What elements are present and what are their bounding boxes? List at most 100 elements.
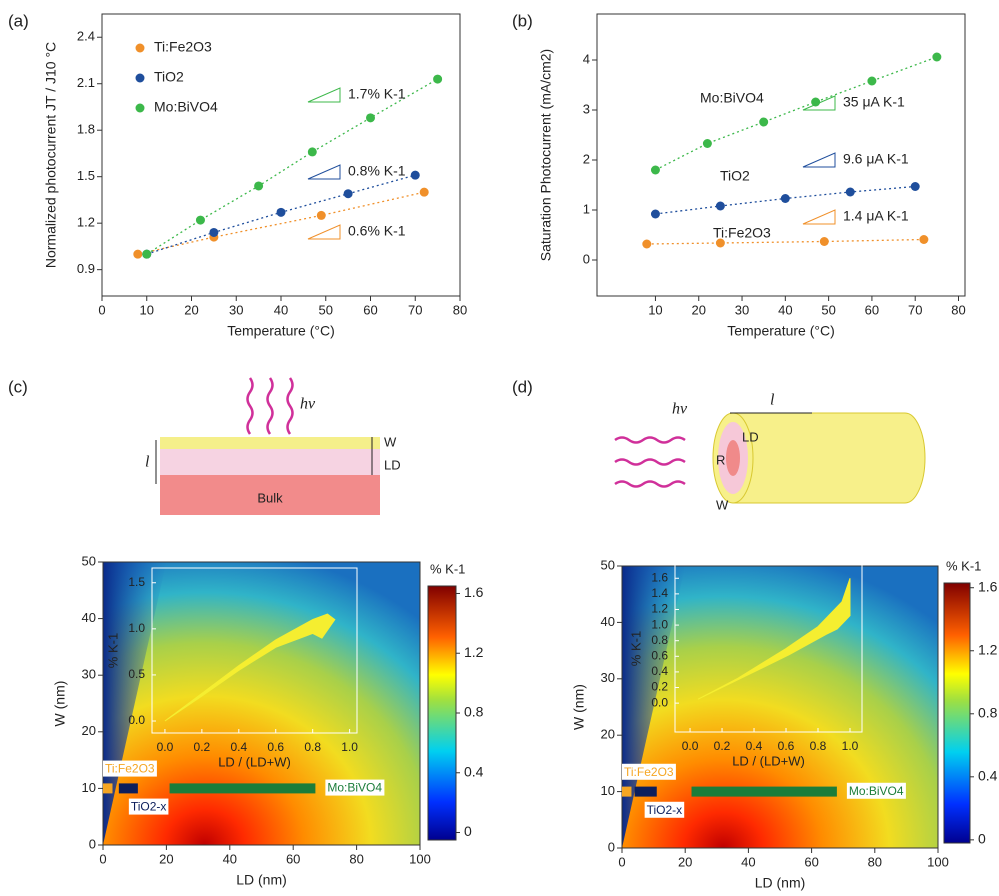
point — [142, 249, 152, 259]
y-tick-label: 0.2 — [651, 680, 668, 694]
y-tick-label: 0.0 — [651, 695, 668, 709]
depletion-layer — [160, 437, 380, 449]
plot-frame — [674, 564, 863, 733]
x-tick-label: 0 — [618, 854, 625, 869]
material-range — [634, 786, 657, 797]
y-tick-label: 0.8 — [651, 633, 668, 647]
x-tick-label: 60 — [804, 854, 818, 869]
colorbar-label: % K-1 — [430, 561, 465, 576]
x-tick-label: 0 — [99, 851, 106, 866]
y-axis-label: W (nm) — [571, 684, 587, 730]
material-label: Ti:Fe2O3 — [624, 765, 674, 779]
x-tick-label: 30 — [735, 302, 749, 317]
y-tick-label: 30 — [601, 670, 615, 685]
colorbar-tick-label: 0 — [978, 831, 986, 847]
point — [910, 182, 920, 191]
heatmap-field — [103, 562, 420, 845]
label-background — [325, 779, 385, 796]
point — [307, 147, 317, 157]
colorbar-tick-label: 1.2 — [978, 641, 998, 657]
y-tick-label: 40 — [601, 614, 615, 629]
light-waves — [614, 436, 686, 488]
legend-label: TiO2 — [154, 69, 184, 85]
y-tick-label: 40 — [82, 610, 96, 625]
diagram-c: hv Bulk l W LD — [145, 377, 401, 515]
point — [819, 237, 829, 246]
point — [715, 201, 725, 211]
point — [650, 165, 660, 175]
point — [343, 189, 353, 199]
y-tick-label: 50 — [82, 553, 96, 568]
panel-label: (d) — [512, 377, 533, 396]
y-tick-label: 0.9 — [77, 261, 95, 276]
y-tick-label: 1.6 — [651, 570, 668, 584]
series-label: TiO2 — [720, 168, 750, 184]
x-tick-label: 10 — [140, 302, 154, 317]
thickness-label: l — [145, 454, 150, 471]
plot-frame — [101, 13, 461, 297]
y-tick-label: 1.2 — [651, 602, 668, 616]
bulk-label: Bulk — [257, 490, 283, 505]
point — [919, 235, 929, 244]
x-axis-label: LD (nm) — [755, 875, 806, 891]
y-tick-label: 20 — [601, 727, 615, 742]
slope-label: 9.6 μA K-1 — [843, 151, 909, 167]
y-tick-label: 0.5 — [128, 667, 145, 681]
inset-area — [697, 578, 851, 700]
y-tick-label: 2 — [583, 151, 590, 166]
fit-line — [646, 238, 924, 245]
slope-label: 35 μA K-1 — [843, 94, 905, 110]
x-tick-label: 40 — [223, 851, 237, 866]
y-tick-label: 0 — [89, 836, 96, 851]
y-tick-label: 1.8 — [77, 122, 95, 137]
fit-line — [655, 56, 938, 171]
point — [759, 117, 769, 127]
x-tick-label: 60 — [286, 851, 300, 866]
panel-label: (c) — [8, 377, 28, 396]
x-tick-label: 0.4 — [230, 740, 247, 754]
material-label: TiO2-x — [647, 803, 683, 817]
point — [366, 113, 375, 123]
plot-frame — [596, 13, 966, 297]
x-tick-label: 10 — [648, 302, 662, 317]
diagram-d: hv l LD R W — [614, 392, 926, 512]
plot-frame — [102, 561, 421, 846]
plot-frame — [621, 565, 939, 849]
point — [133, 249, 143, 259]
cylinder — [732, 412, 926, 504]
diffusion-label: LD — [742, 429, 759, 444]
point — [702, 139, 712, 148]
legend-label: Mo:BiVO4 — [154, 99, 218, 115]
y-axis-label: % K-1 — [105, 633, 120, 668]
point — [209, 227, 219, 237]
material-range — [622, 786, 632, 797]
diffusion-layer — [160, 449, 380, 475]
point — [811, 97, 821, 107]
x-tick-label: 40 — [741, 854, 755, 869]
slope-label: 1.7% K-1 — [348, 86, 406, 102]
x-tick-label: 70 — [408, 302, 422, 317]
point — [276, 207, 286, 217]
material-range — [103, 783, 113, 794]
y-tick-label: 1.5 — [77, 168, 95, 183]
legend-marker — [135, 103, 145, 113]
y-tick-label: 1.0 — [128, 621, 145, 635]
colorbar-label: % K-1 — [946, 558, 981, 573]
y-tick-label: 0 — [608, 839, 615, 854]
point — [410, 170, 420, 180]
colorbar-tick-label: 0.4 — [978, 768, 998, 784]
point — [932, 52, 942, 62]
diffusion-label: LD — [384, 457, 401, 472]
x-axis-label: Temperature (°C) — [727, 323, 835, 339]
point — [780, 194, 790, 203]
material-range — [691, 786, 837, 797]
slope-triangle — [802, 152, 836, 168]
colorbar-tick-label: 0.8 — [464, 704, 484, 720]
point — [433, 74, 443, 84]
y-tick-label: 0.4 — [651, 664, 668, 678]
y-tick-label: 4 — [583, 51, 590, 66]
x-tick-label: 70 — [908, 302, 922, 317]
legend-label: Ti:Fe2O3 — [154, 39, 212, 55]
slope-label: 0.8% K-1 — [348, 163, 406, 179]
point — [316, 210, 326, 220]
